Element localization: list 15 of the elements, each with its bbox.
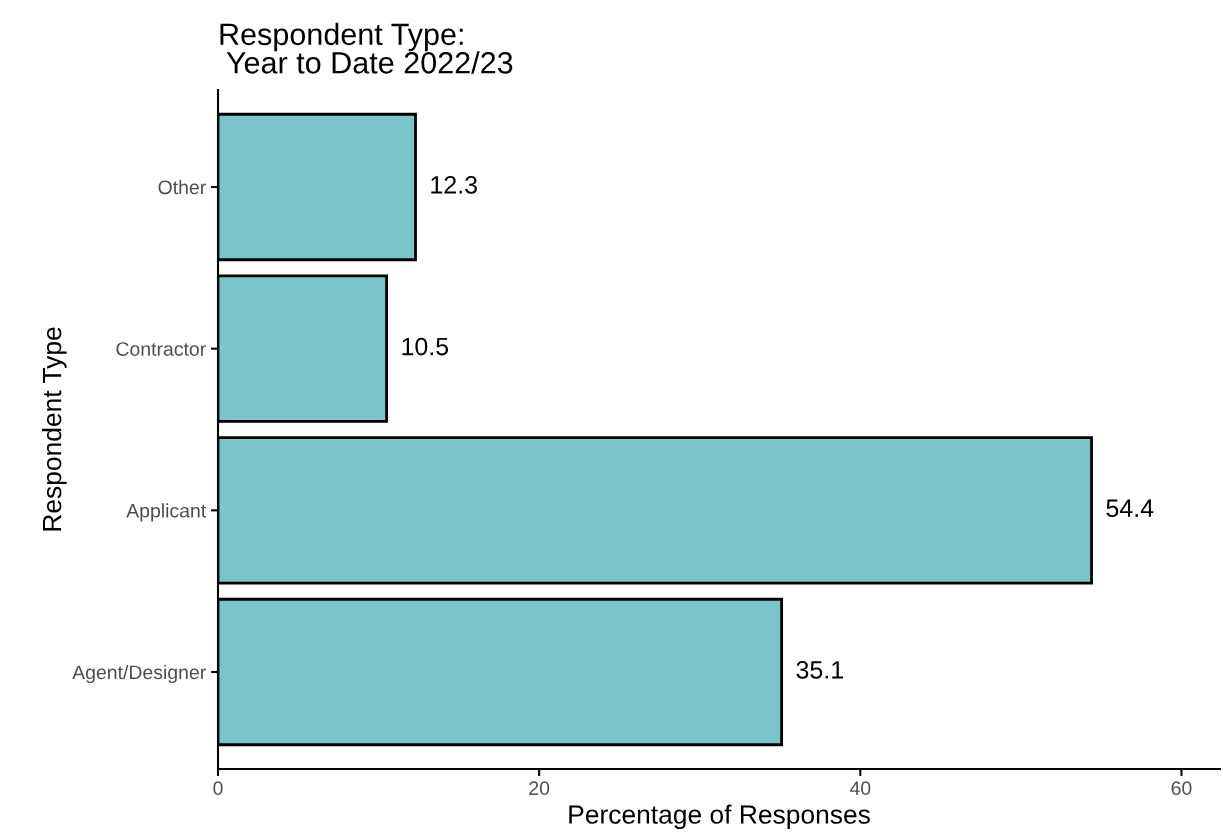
y-tick-label: Other: [158, 179, 206, 195]
x-tick-label: 40: [849, 781, 871, 796]
chart-title: Respondent Type: Year to Date 2022/23: [220, 22, 513, 74]
y-axis-title: Respondent Type: [42, 327, 67, 531]
data-label: 35.1: [796, 661, 843, 679]
y-tick-label: Contractor: [116, 342, 206, 356]
data-label: 10.5: [402, 337, 449, 356]
y-tick-label: Agent/Designer: [72, 664, 206, 684]
y-tick-label: Applicant: [126, 503, 207, 522]
x-axis-title: Percentage of Responses: [569, 804, 870, 830]
x-tick-label: 60: [1171, 781, 1192, 796]
data-label: 12.3: [431, 176, 477, 194]
data-label: 54.4: [1106, 499, 1154, 518]
x-tick-label: 20: [529, 781, 550, 796]
x-tick-label: 0: [213, 781, 223, 796]
